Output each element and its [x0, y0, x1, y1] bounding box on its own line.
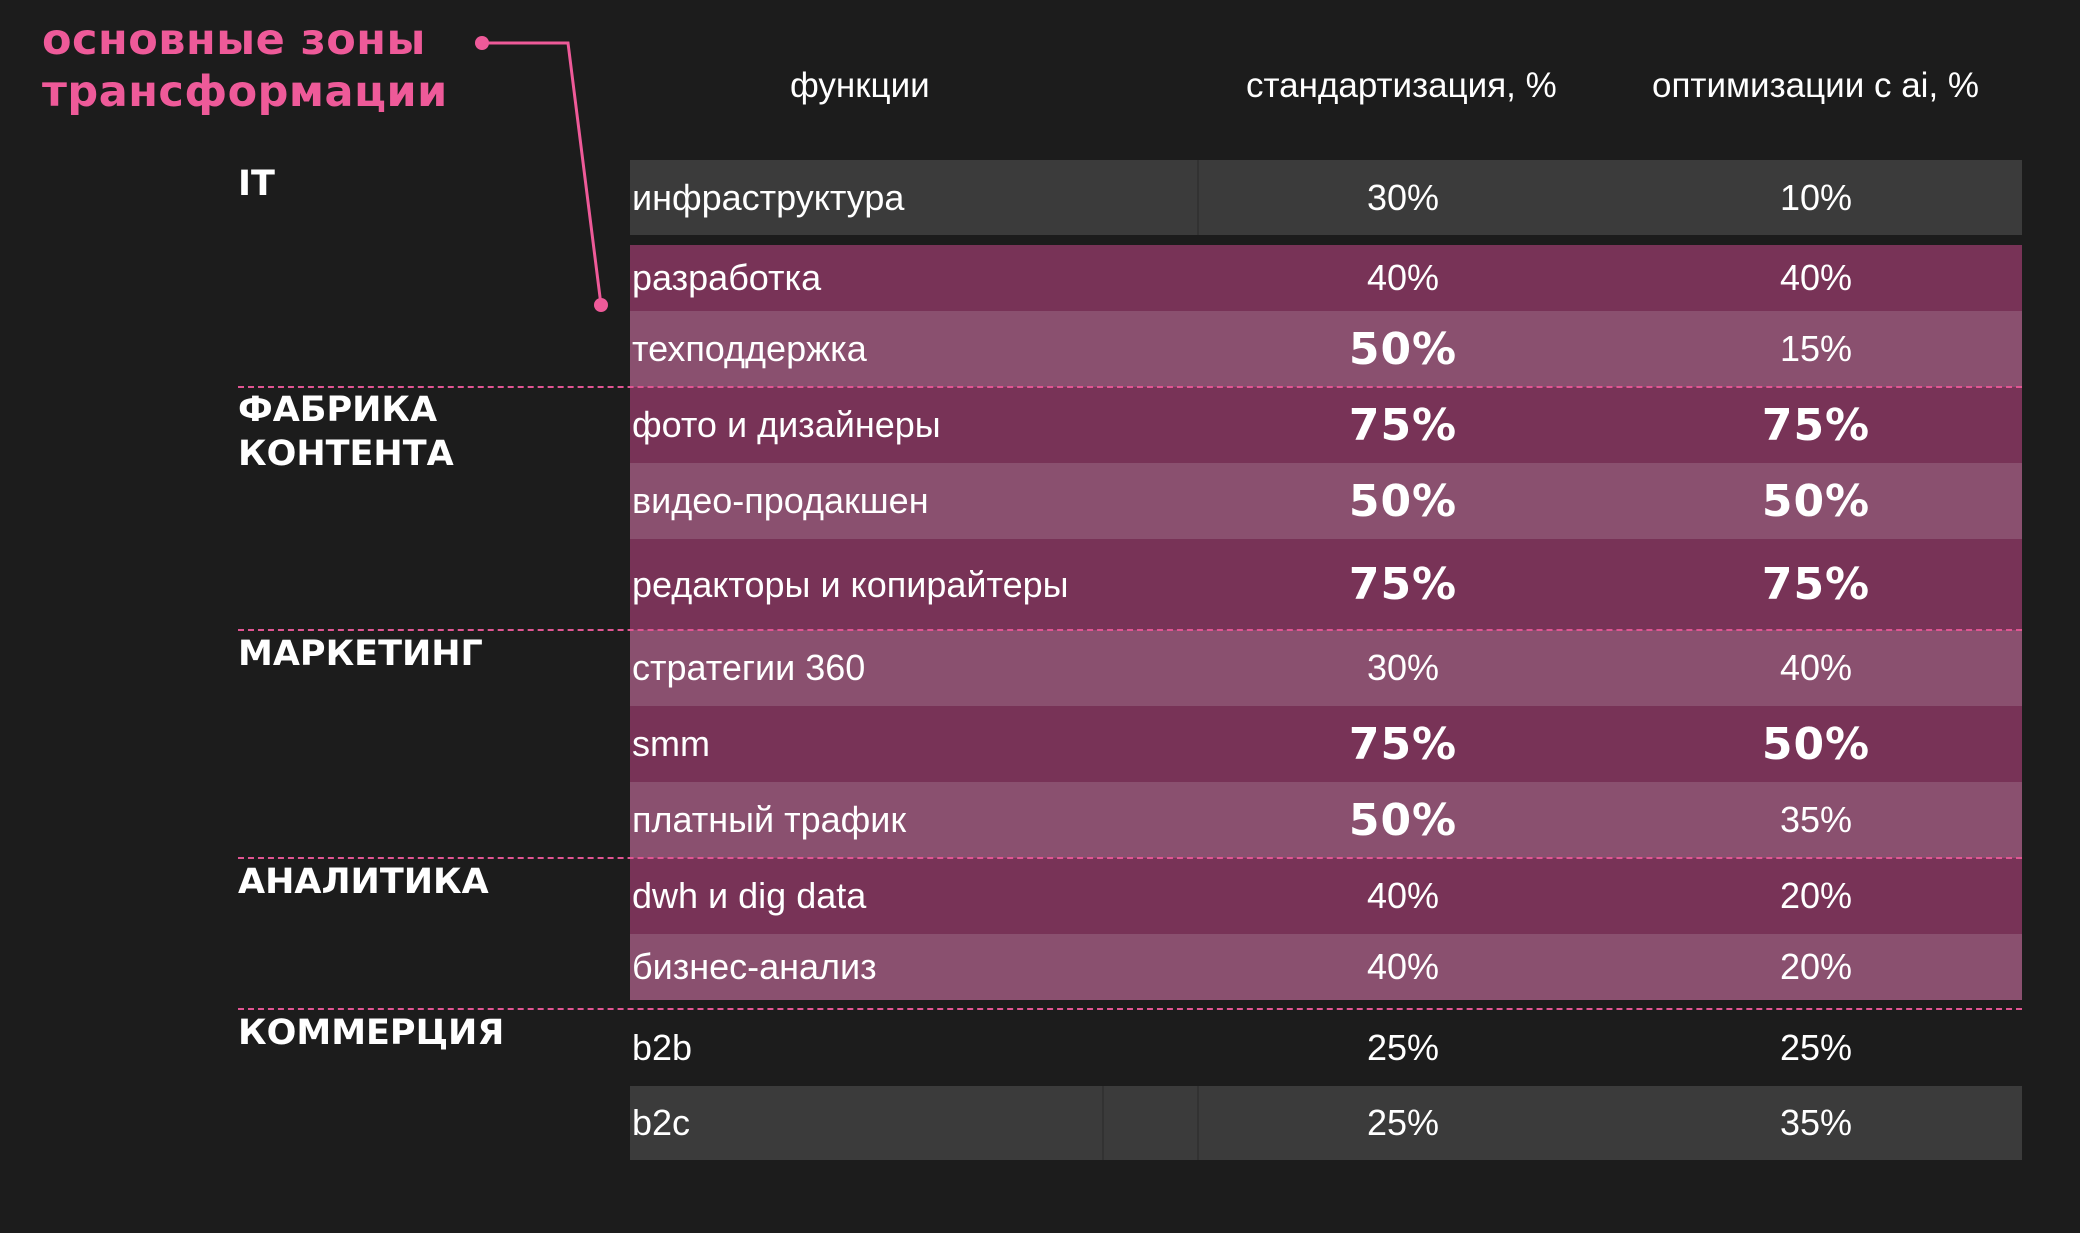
function-name-cell: b2b: [632, 1027, 693, 1068]
table-row: инфраструктура 30% 10%: [630, 160, 2022, 235]
standardization-value-cell: 30%: [1366, 647, 1440, 688]
group-label-line: МАРКЕТИНГ: [238, 634, 483, 674]
function-name-cell: видео-продакшен: [632, 480, 929, 521]
ai-optimization-value-cell: 35%: [1779, 799, 1853, 840]
ai-optimization-value-cell: 10%: [1779, 176, 1853, 218]
connector-path: [482, 41, 603, 306]
connector-end-dot: [594, 298, 608, 312]
function-name-cell: бизнес-анализ: [632, 946, 877, 987]
standardization-value-cell: 25%: [1366, 1102, 1440, 1143]
table-row: фото и дизайнеры 75% 75%: [630, 387, 2022, 463]
column-separator: [1197, 1086, 1199, 1160]
ai-optimization-value-cell: 50%: [1761, 475, 1871, 527]
ai-optimization-value-cell: 50%: [1761, 718, 1871, 770]
table-row: бизнес-анализ 40% 20%: [630, 934, 2022, 1000]
page-title-line-2: трансформации: [42, 67, 448, 117]
page-title: основные зоны трансформации: [42, 14, 448, 118]
ai-optimization-value-cell: 75%: [1761, 399, 1871, 451]
function-name-cell: разработка: [632, 257, 822, 298]
table-row: редакторы и копирайтеры 75% 75%: [630, 539, 2022, 630]
table-row: разработка 40% 40%: [630, 245, 2022, 311]
group-label-line: АНАЛИТИКА: [238, 862, 489, 902]
function-name-cell: техподдержка: [632, 328, 867, 369]
table-row: техподдержка 50% 15%: [630, 311, 2022, 387]
column-separator: [1102, 1086, 1104, 1160]
standardization-value-cell: 50%: [1348, 323, 1458, 375]
table-row: b2c 25% 35%: [630, 1086, 2022, 1160]
ai-optimization-value-cell: 75%: [1761, 559, 1871, 610]
standardization-value-cell: 75%: [1348, 559, 1458, 610]
ai-optimization-value-cell: 25%: [1779, 1027, 1853, 1068]
standardization-value-cell: 40%: [1366, 257, 1440, 298]
ai-optimization-value-cell: 40%: [1779, 647, 1853, 688]
group-divider: [238, 386, 2022, 388]
table-row: b2b 25% 25%: [630, 1010, 2022, 1086]
column-header-functions: функции: [790, 66, 930, 105]
standardization-value-cell: 75%: [1348, 399, 1458, 451]
standardization-value-cell: 30%: [1366, 176, 1440, 218]
ai-optimization-value-cell: 15%: [1779, 328, 1853, 369]
group-divider: [238, 1008, 2022, 1010]
group-label-line: КОНТЕНТА: [238, 434, 454, 474]
ai-optimization-value-cell: 20%: [1779, 946, 1853, 987]
function-name-cell: платный трафик: [632, 799, 907, 840]
group-label-commerce: КОММЕРЦИЯ: [238, 1011, 504, 1055]
ai-optimization-value-cell: 35%: [1779, 1102, 1853, 1143]
page-title-line-1: основные зоны: [42, 15, 426, 65]
function-name-cell: smm: [632, 723, 710, 764]
table-row: платный трафик 50% 35%: [630, 782, 2022, 858]
standardization-value-cell: 25%: [1366, 1027, 1440, 1068]
group-label-analytics: АНАЛИТИКА: [238, 860, 489, 904]
standardization-value-cell: 50%: [1348, 794, 1458, 846]
ai-optimization-value-cell: 20%: [1779, 875, 1853, 916]
function-name-cell: стратегии 360: [632, 647, 866, 688]
table-row: dwh и dig data 40% 20%: [630, 858, 2022, 934]
table-row: стратегии 360 30% 40%: [630, 630, 2022, 706]
function-name-cell: редакторы и копирайтеры: [632, 563, 1069, 605]
table-row: видео-продакшен 50% 50%: [630, 463, 2022, 539]
group-label-marketing: МАРКЕТИНГ: [238, 632, 483, 676]
standardization-value-cell: 75%: [1348, 718, 1458, 770]
group-label-content-factory: ФАБРИКА КОНТЕНТА: [238, 388, 454, 476]
standardization-value-cell: 40%: [1366, 946, 1440, 987]
column-header-standardization: стандартизация, %: [1246, 66, 1557, 105]
column-separator: [1197, 160, 1199, 235]
function-name-cell: инфраструктура: [632, 176, 905, 218]
column-header-ai-optimization: оптимизации с ai, %: [1652, 66, 1980, 105]
standardization-value-cell: 40%: [1366, 875, 1440, 916]
group-divider: [238, 629, 2022, 631]
ai-optimization-value-cell: 40%: [1779, 257, 1853, 298]
group-label-line: IT: [238, 164, 275, 204]
standardization-value-cell: 50%: [1348, 475, 1458, 527]
table-row: smm 75% 50%: [630, 706, 2022, 782]
group-divider: [238, 857, 2022, 859]
function-name-cell: dwh и dig data: [632, 875, 867, 916]
group-label-line: КОММЕРЦИЯ: [238, 1013, 505, 1053]
group-label-line: ФАБРИКА: [238, 390, 438, 430]
function-name-cell: фото и дизайнеры: [632, 404, 941, 445]
group-label-it: IT: [238, 162, 275, 206]
function-name-cell: b2c: [632, 1102, 691, 1143]
